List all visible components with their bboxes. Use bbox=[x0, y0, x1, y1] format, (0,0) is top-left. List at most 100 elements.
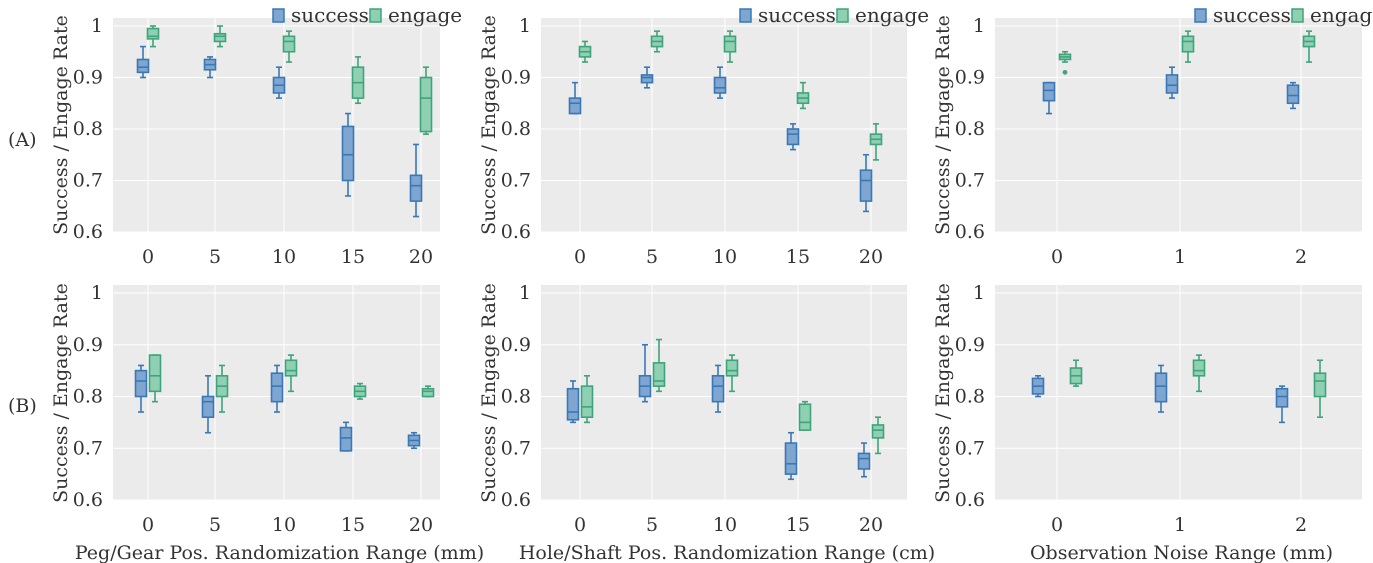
iqr-box bbox=[1313, 372, 1327, 398]
engage-box bbox=[796, 81, 810, 110]
engage-box bbox=[148, 354, 162, 403]
iqr-box bbox=[798, 403, 812, 431]
success-box bbox=[409, 143, 423, 218]
legend: success engage bbox=[272, 3, 462, 27]
x-tick-label: 20 bbox=[409, 246, 433, 268]
x-tick-label: 0 bbox=[574, 246, 586, 268]
x-tick-label: 20 bbox=[859, 514, 883, 536]
legend-label-success: success bbox=[1213, 3, 1291, 27]
legend-swatch-engage bbox=[1291, 8, 1304, 23]
engage-box bbox=[1313, 359, 1327, 419]
y-tick-label: 0.6 bbox=[73, 221, 103, 243]
x-tick-label: 15 bbox=[786, 246, 810, 268]
legend-label-success: success bbox=[758, 3, 836, 27]
iqr-box bbox=[859, 169, 873, 202]
engage-box bbox=[284, 354, 298, 393]
engage-box bbox=[1302, 30, 1316, 63]
x-tick-label: 15 bbox=[786, 514, 810, 536]
y-tick-label: 0.7 bbox=[501, 170, 531, 192]
iqr-box bbox=[270, 372, 284, 403]
x-tick-label: 0 bbox=[142, 514, 154, 536]
iqr-box bbox=[786, 128, 800, 146]
iqr-box bbox=[725, 359, 739, 377]
success-box bbox=[713, 66, 727, 99]
success-box bbox=[407, 431, 421, 450]
legend-label-engage: engage bbox=[388, 3, 462, 27]
panel-1-2: 0.6 0.7 0.8 0.9 1 0 1 2 Success / Engage Rate Obs… bbox=[932, 282, 1362, 563]
iqr-box bbox=[339, 426, 353, 452]
engage-box bbox=[578, 40, 592, 63]
success-box bbox=[566, 380, 580, 424]
legend-swatch-engage bbox=[369, 8, 382, 23]
y-tick-label: 1 bbox=[91, 15, 103, 37]
x-tick-label: 10 bbox=[272, 246, 296, 268]
success-box bbox=[136, 45, 150, 79]
iqr-box bbox=[871, 424, 885, 439]
y-tick-label: 0.9 bbox=[955, 67, 985, 89]
x-tick-label: 1 bbox=[1174, 246, 1186, 268]
y-axis-label: Success / Engage Rate bbox=[932, 283, 954, 503]
success-box bbox=[568, 81, 582, 115]
legend-swatch-success bbox=[1194, 8, 1207, 23]
engage-box bbox=[1058, 50, 1072, 75]
engage-box bbox=[871, 416, 885, 455]
iqr-box bbox=[284, 359, 298, 377]
y-tick-label: 0.6 bbox=[955, 221, 985, 243]
plot-background bbox=[113, 18, 440, 232]
success-box bbox=[1031, 374, 1045, 398]
x-axis-label: Hole/Shaft Pos. Randomization Range (cm) bbox=[519, 542, 935, 563]
y-tick-label: 0.9 bbox=[501, 334, 531, 356]
y-tick-label: 0.8 bbox=[501, 386, 531, 408]
row-label-b: (B) bbox=[8, 395, 37, 417]
success-box bbox=[1275, 385, 1289, 424]
panel-0-2: 0.6 0.7 0.8 0.9 1 0 1 2 Success / Engage Rate suc… bbox=[932, 3, 1373, 268]
success-box bbox=[1154, 364, 1168, 413]
engage-box bbox=[351, 56, 365, 105]
plot-background bbox=[995, 18, 1362, 232]
y-tick-label: 1 bbox=[973, 282, 985, 304]
legend-label-success: success bbox=[291, 3, 369, 27]
x-tick-label: 10 bbox=[272, 514, 296, 536]
x-tick-label: 5 bbox=[646, 514, 658, 536]
success-box bbox=[201, 374, 215, 434]
engage-box bbox=[798, 400, 812, 431]
y-tick-label: 0.6 bbox=[73, 489, 103, 511]
x-tick-label: 0 bbox=[142, 246, 154, 268]
iqr-box bbox=[857, 452, 871, 470]
y-tick-label: 0.9 bbox=[955, 334, 985, 356]
iqr-box bbox=[1181, 35, 1195, 53]
iqr-box bbox=[580, 385, 594, 418]
engage-box bbox=[723, 30, 737, 63]
x-tick-label: 0 bbox=[1051, 514, 1063, 536]
x-tick-label: 15 bbox=[341, 514, 365, 536]
iqr-box bbox=[421, 387, 435, 398]
y-tick-label: 0.8 bbox=[73, 118, 103, 140]
x-axis-label: Observation Noise Range (mm) bbox=[1030, 542, 1333, 563]
y-tick-label: 1 bbox=[519, 15, 531, 37]
y-tick-label: 0.7 bbox=[955, 170, 985, 192]
legend: success engage bbox=[1194, 3, 1373, 27]
iqr-box bbox=[409, 174, 423, 202]
iqr-box bbox=[1165, 74, 1179, 94]
success-box bbox=[270, 364, 284, 413]
iqr-box bbox=[1154, 372, 1168, 403]
x-tick-label: 5 bbox=[646, 246, 658, 268]
iqr-box bbox=[568, 97, 582, 115]
y-tick-label: 0.8 bbox=[501, 118, 531, 140]
engage-box bbox=[1192, 354, 1206, 393]
success-box bbox=[859, 153, 873, 213]
success-box bbox=[1165, 66, 1179, 99]
y-axis-label: Success / Engage Rate bbox=[478, 15, 500, 235]
y-tick-label: 0.6 bbox=[501, 489, 531, 511]
engage-box bbox=[580, 374, 594, 424]
iqr-box bbox=[136, 58, 150, 74]
success-box bbox=[638, 343, 652, 403]
iqr-box bbox=[784, 442, 798, 475]
y-axis-label: Success / Engage Rate bbox=[478, 283, 500, 503]
engage-box bbox=[353, 382, 367, 400]
success-box bbox=[339, 421, 353, 452]
x-tick-label: 10 bbox=[713, 514, 737, 536]
